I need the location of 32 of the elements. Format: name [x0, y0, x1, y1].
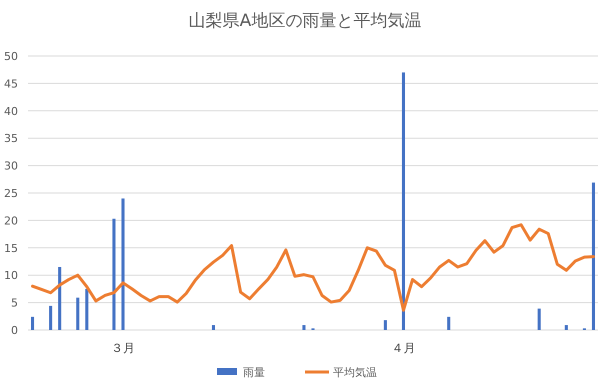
line-series: [31, 223, 595, 312]
bar: [76, 298, 80, 330]
bar: [538, 308, 541, 330]
chart-title: 山梨県A地区の雨量と平均気温: [188, 11, 422, 31]
bar: [384, 320, 387, 330]
bar: [112, 218, 116, 330]
bar: [447, 316, 450, 330]
y-tick-label: 0: [11, 324, 18, 337]
bar: [564, 325, 568, 330]
legend-label: 平均気温: [333, 366, 377, 379]
bar: [58, 266, 62, 330]
y-tick-label: 35: [4, 132, 18, 146]
y-tick-label: 25: [4, 187, 18, 200]
y-tick-label: 45: [4, 77, 18, 90]
bar: [85, 288, 88, 330]
y-tick-label: 20: [4, 214, 18, 228]
y-tick-label: 10: [4, 269, 18, 282]
y-tick-label: 30: [4, 160, 18, 173]
y-tick-label: 5: [11, 296, 18, 310]
bar: [49, 306, 52, 330]
bar: [402, 72, 406, 330]
bar: [592, 182, 596, 330]
x-tick-label: ３月: [111, 341, 135, 355]
x-tick-label: ４月: [391, 341, 416, 355]
bar: [302, 325, 306, 330]
bar: [30, 316, 34, 330]
bar: [212, 325, 216, 330]
y-tick-label: 40: [4, 104, 18, 118]
y-tick-label: 50: [4, 50, 18, 63]
legend-label: 雨量: [243, 366, 265, 379]
bar: [121, 198, 125, 330]
y-tick-label: 15: [4, 242, 18, 255]
